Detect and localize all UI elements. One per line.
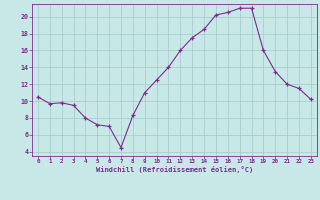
X-axis label: Windchill (Refroidissement éolien,°C): Windchill (Refroidissement éolien,°C) [96,166,253,173]
